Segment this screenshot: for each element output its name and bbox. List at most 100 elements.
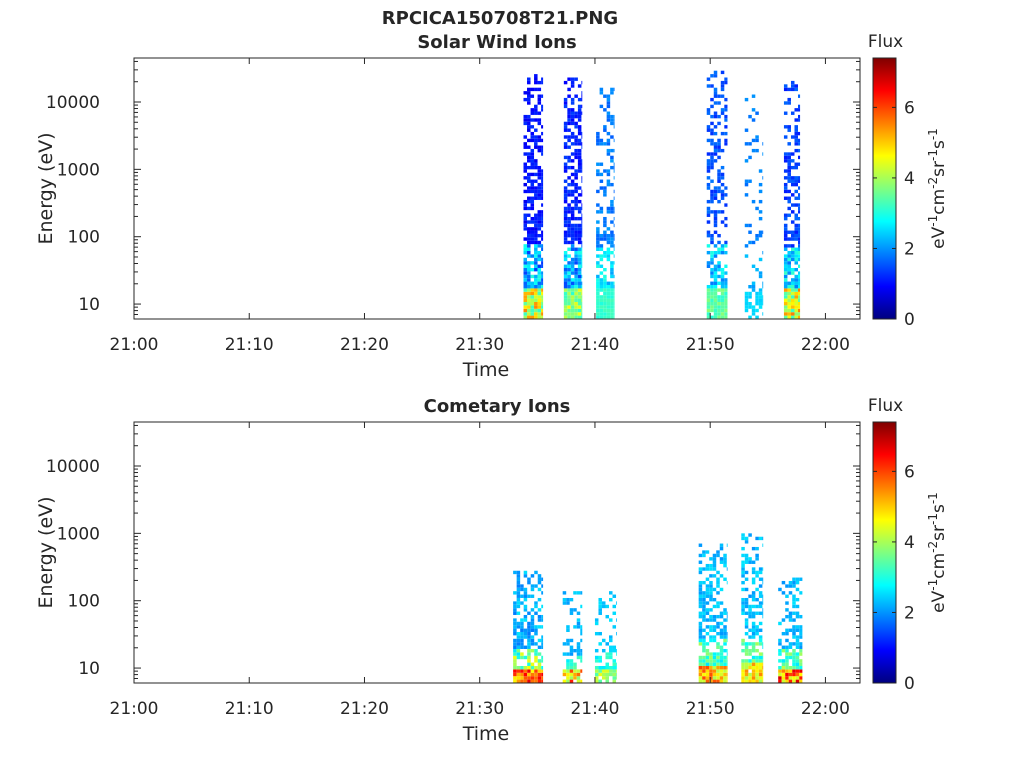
heatmap-cell xyxy=(534,604,538,609)
heatmap-cell xyxy=(799,591,803,595)
heatmap-cell xyxy=(720,305,725,309)
heatmap-cell xyxy=(527,152,531,156)
heatmap-cell xyxy=(785,672,789,677)
heatmap-cell xyxy=(541,669,544,673)
heatmap-cell xyxy=(574,199,578,204)
heatmap-cell xyxy=(596,284,600,289)
heatmap-cell xyxy=(563,80,568,85)
heatmap-cell xyxy=(744,662,749,666)
heatmap-cell xyxy=(541,196,544,200)
heatmap-cell xyxy=(527,648,531,653)
heatmap-cell xyxy=(527,247,531,251)
heatmap-cell xyxy=(755,628,759,632)
heatmap-cell xyxy=(702,614,706,619)
heatmap-cell xyxy=(762,672,764,677)
heatmap-cell xyxy=(751,662,756,666)
heatmap-cell xyxy=(762,659,764,663)
heatmap-cell xyxy=(723,628,727,632)
heatmap-cell xyxy=(712,618,717,622)
x-tick-label: 21:30 xyxy=(455,335,504,355)
heatmap-cell xyxy=(534,111,538,115)
heatmap-cell xyxy=(724,80,728,85)
heatmap-cell xyxy=(709,594,713,598)
heatmap-cell xyxy=(520,628,524,632)
heatmap-cell xyxy=(537,186,542,190)
heatmap-cell xyxy=(563,128,568,132)
heatmap-cell xyxy=(751,625,756,629)
heatmap-cell xyxy=(523,264,528,268)
heatmap-cell xyxy=(787,162,791,166)
heatmap-cell xyxy=(527,305,531,309)
heatmap-cell xyxy=(724,114,728,119)
heatmap-cell xyxy=(794,274,798,279)
heatmap-cell xyxy=(541,288,544,292)
heatmap-cell xyxy=(717,179,721,183)
heatmap-cell xyxy=(523,223,528,228)
heatmap-cell xyxy=(610,135,614,139)
heatmap-cell xyxy=(530,288,535,292)
heatmap-cell xyxy=(534,278,538,282)
heatmap-cell xyxy=(719,676,724,680)
heatmap-cell xyxy=(710,271,714,275)
heatmap-cell xyxy=(741,533,745,537)
heatmap-cell xyxy=(562,601,567,605)
heatmap-cell xyxy=(616,669,617,673)
heatmap-cell xyxy=(598,611,602,615)
heatmap-cell xyxy=(716,679,720,683)
heatmap-cell xyxy=(574,135,578,139)
heatmap-cell xyxy=(790,278,795,282)
heatmap-cell xyxy=(530,203,535,207)
heatmap-cell xyxy=(755,625,759,629)
heatmap-cell xyxy=(720,308,725,313)
heatmap-cell xyxy=(530,138,535,143)
heatmap-cell xyxy=(783,186,788,190)
heatmap-cell xyxy=(788,672,793,677)
heatmap-cell xyxy=(523,261,528,265)
heatmap-cell xyxy=(712,574,717,578)
heatmap-cell xyxy=(798,298,801,302)
heatmap-cell xyxy=(577,278,582,282)
heatmap-cell xyxy=(563,254,568,258)
units-base: s xyxy=(929,140,949,149)
heatmap-cell xyxy=(537,223,542,228)
heatmap-cell xyxy=(537,213,542,217)
heatmap-cell xyxy=(748,284,752,289)
heatmap-cell xyxy=(513,669,517,673)
heatmap-cell xyxy=(527,631,531,636)
heatmap-cell xyxy=(523,574,528,578)
heatmap-cell xyxy=(702,638,706,643)
heatmap-cell xyxy=(726,638,728,643)
x-tick-label: 21:00 xyxy=(110,335,159,355)
heatmap-cell xyxy=(744,659,749,663)
heatmap-cell xyxy=(603,230,607,234)
figure-title: RPCICA150708T21.PNG xyxy=(382,8,618,29)
heatmap-cell xyxy=(541,301,544,306)
heatmap-cell xyxy=(758,271,763,275)
heatmap-cell xyxy=(606,206,611,211)
x-axis-label: Time xyxy=(462,723,510,745)
heatmap-cell xyxy=(530,206,535,211)
heatmap-cell xyxy=(712,635,717,639)
heatmap-cell xyxy=(570,165,575,170)
heatmap-cell xyxy=(574,298,578,302)
heatmap-cell xyxy=(705,659,710,663)
heatmap-cell xyxy=(724,250,728,255)
heatmap-cell xyxy=(709,628,713,632)
heatmap-cell xyxy=(717,101,721,105)
heatmap-cell xyxy=(523,165,528,170)
heatmap-cell xyxy=(724,223,728,228)
heatmap-cell xyxy=(712,625,717,629)
heatmap-cell xyxy=(799,665,803,670)
heatmap-cell xyxy=(778,679,782,683)
heatmap-cell xyxy=(567,274,571,279)
heatmap-cell xyxy=(603,186,607,190)
heatmap-cell xyxy=(698,621,703,626)
heatmap-cell xyxy=(794,247,798,251)
heatmap-cell xyxy=(598,672,602,677)
heatmap-cell xyxy=(523,162,528,166)
heatmap-cell xyxy=(794,118,798,122)
heatmap-cell xyxy=(744,97,749,102)
heatmap-cell xyxy=(613,298,615,302)
heatmap-cell xyxy=(751,264,756,268)
heatmap-cell xyxy=(563,101,568,105)
